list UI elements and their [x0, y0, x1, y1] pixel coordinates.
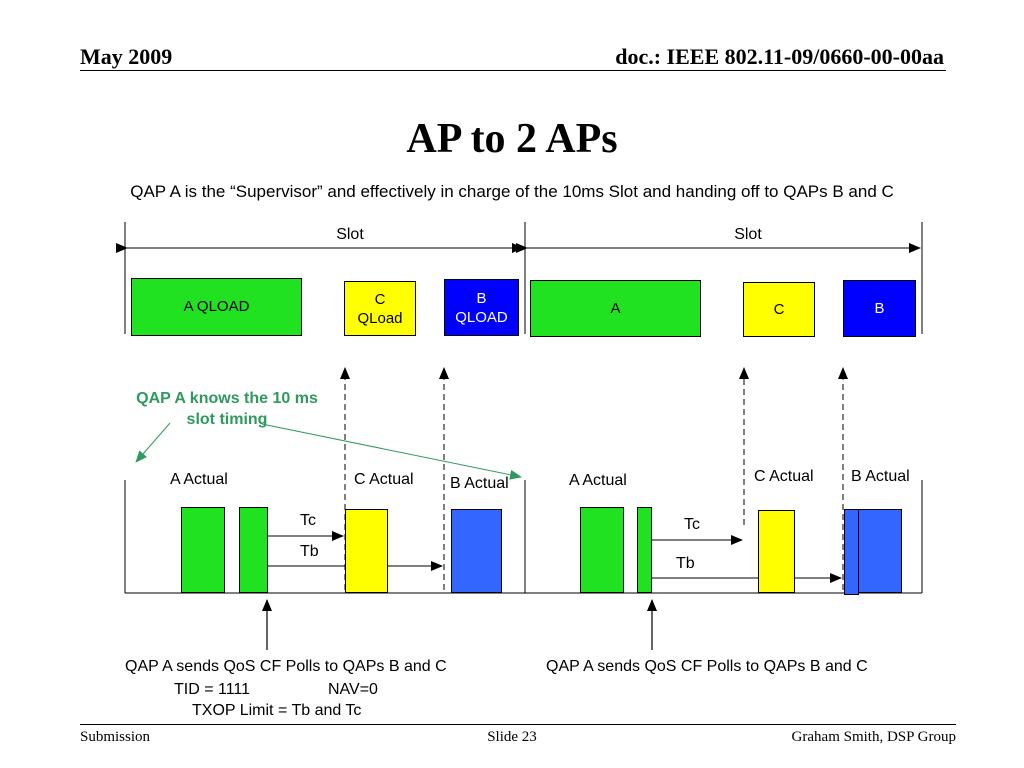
box-c-qload-line1: C — [374, 290, 386, 308]
b-actual-bar-2a — [844, 509, 859, 595]
slide-subtitle: QAP A is the “Supervisor” and effectivel… — [130, 182, 894, 201]
a-actual-bar-2a — [580, 507, 624, 593]
box-b-label: B — [874, 300, 885, 317]
tb-label-1: Tb — [300, 543, 319, 560]
box-a-qload: A QLOAD — [131, 278, 302, 336]
box-c-qload-line2: QLoad — [357, 309, 403, 327]
box-c-qload: C QLoad — [344, 281, 416, 336]
box-c-label: C — [773, 301, 785, 318]
nav-caption: NAV=0 — [328, 681, 378, 698]
box-b: B — [843, 280, 916, 337]
tid-caption: TID = 1111 — [174, 681, 251, 698]
tb-label-2: Tb — [676, 555, 695, 572]
tc-label-2: Tc — [684, 516, 700, 533]
c-actual-label-2: C Actual — [754, 468, 814, 485]
c-actual-bar-2 — [758, 510, 795, 593]
box-b-qload: B QLOAD — [444, 279, 519, 336]
b-actual-label-1: B Actual — [450, 475, 509, 492]
a-actual-bar-1a — [181, 507, 225, 593]
slot-label-1: Slot — [336, 226, 364, 243]
a-actual-label-2: A Actual — [569, 472, 627, 489]
polls-caption-1: QAP A sends QoS CF Polls to QAPs B and C — [125, 658, 447, 675]
c-actual-label-1: C Actual — [354, 471, 414, 488]
b-actual-bar-1 — [451, 509, 502, 593]
slide-title: AP to 2 APs — [406, 116, 618, 162]
box-a: A — [530, 280, 701, 337]
box-a-qload-label: A QLOAD — [183, 298, 250, 315]
footer-rule — [80, 724, 956, 725]
a-actual-bar-1b — [239, 507, 268, 593]
header-date: May 2009 — [80, 44, 173, 69]
header-doc-id: doc.: IEEE 802.11-09/0660-00-00aa — [615, 44, 944, 69]
footer-submission: Submission — [80, 729, 151, 745]
timing-note-line1: QAP A knows the 10 ms — [136, 390, 318, 407]
timing-note-line2: slot timing — [186, 411, 268, 428]
box-a-label: A — [610, 300, 621, 317]
footer-slide-number: Slide 23 — [487, 729, 537, 745]
slot-label-2: Slot — [734, 226, 762, 243]
polls-caption-2: QAP A sends QoS CF Polls to QAPs B and C — [546, 658, 868, 675]
tc-label-1: Tc — [300, 512, 316, 529]
footer-author: Graham Smith, DSP Group — [791, 729, 956, 745]
note-arrow-right — [261, 423, 522, 480]
box-b-qload-line2: QLOAD — [455, 308, 508, 326]
header-rule — [80, 70, 946, 71]
note-arrow-left — [135, 422, 171, 463]
b-actual-bar-2b — [858, 509, 902, 593]
b-actual-label-2: B Actual — [851, 468, 910, 485]
c-actual-bar-1 — [345, 509, 388, 593]
box-c: C — [743, 282, 815, 337]
a-actual-label-1: A Actual — [170, 471, 228, 488]
box-b-qload-line1: B — [476, 289, 487, 307]
a-actual-bar-2b — [637, 507, 652, 593]
txop-caption: TXOP Limit = Tb and Tc — [192, 702, 362, 719]
timing-note: QAP A knows the 10 ms slot timing — [112, 388, 342, 430]
